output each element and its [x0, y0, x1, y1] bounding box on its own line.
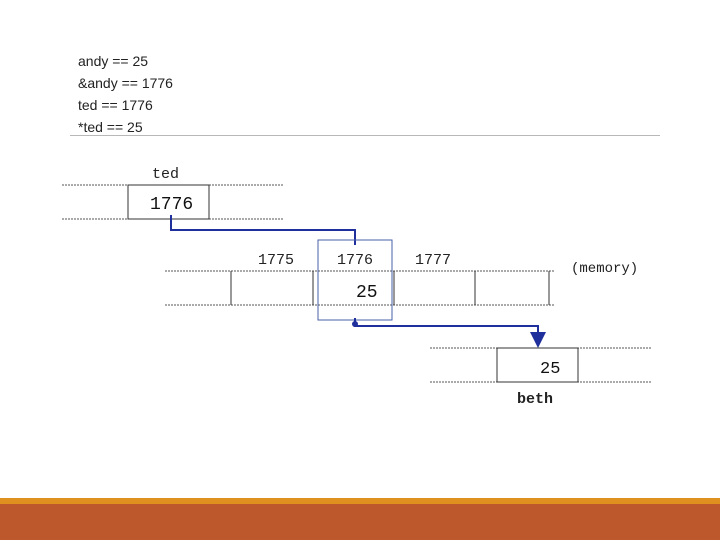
code-line-ted-deref: *ted == 25	[78, 119, 143, 135]
memory-address-1776: 1776	[337, 252, 373, 269]
memory-row	[165, 270, 555, 306]
memory-label: (memory)	[571, 261, 638, 277]
memory-address-1777: 1777	[415, 252, 451, 269]
memory-cell-value: 25	[356, 283, 378, 303]
code-line-andy: andy == 25	[78, 53, 149, 69]
footer-bar	[0, 504, 720, 540]
beth-label: beth	[517, 391, 553, 408]
memory-address-1775: 1775	[258, 252, 294, 269]
beth-cell	[496, 347, 579, 383]
code-line-andy-address: &andy == 1776	[78, 75, 173, 91]
ted-value: 1776	[150, 195, 193, 215]
ted-cell	[127, 184, 210, 220]
beth-value: 25	[540, 360, 560, 379]
arrow-origin-dot	[352, 321, 358, 327]
code-line-ted: ted == 1776	[78, 97, 153, 113]
code-lines: andy == 25 &andy == 1776 ted == 1776 *te…	[78, 50, 173, 138]
ted-cell-row	[62, 184, 284, 220]
beth-cell-row	[430, 347, 652, 383]
separator-line	[70, 135, 660, 136]
footer-accent-stripe	[0, 498, 720, 504]
ted-pointer-arrow	[170, 215, 356, 245]
ted-label: ted	[152, 166, 179, 183]
copy-value-arrow	[354, 318, 546, 348]
